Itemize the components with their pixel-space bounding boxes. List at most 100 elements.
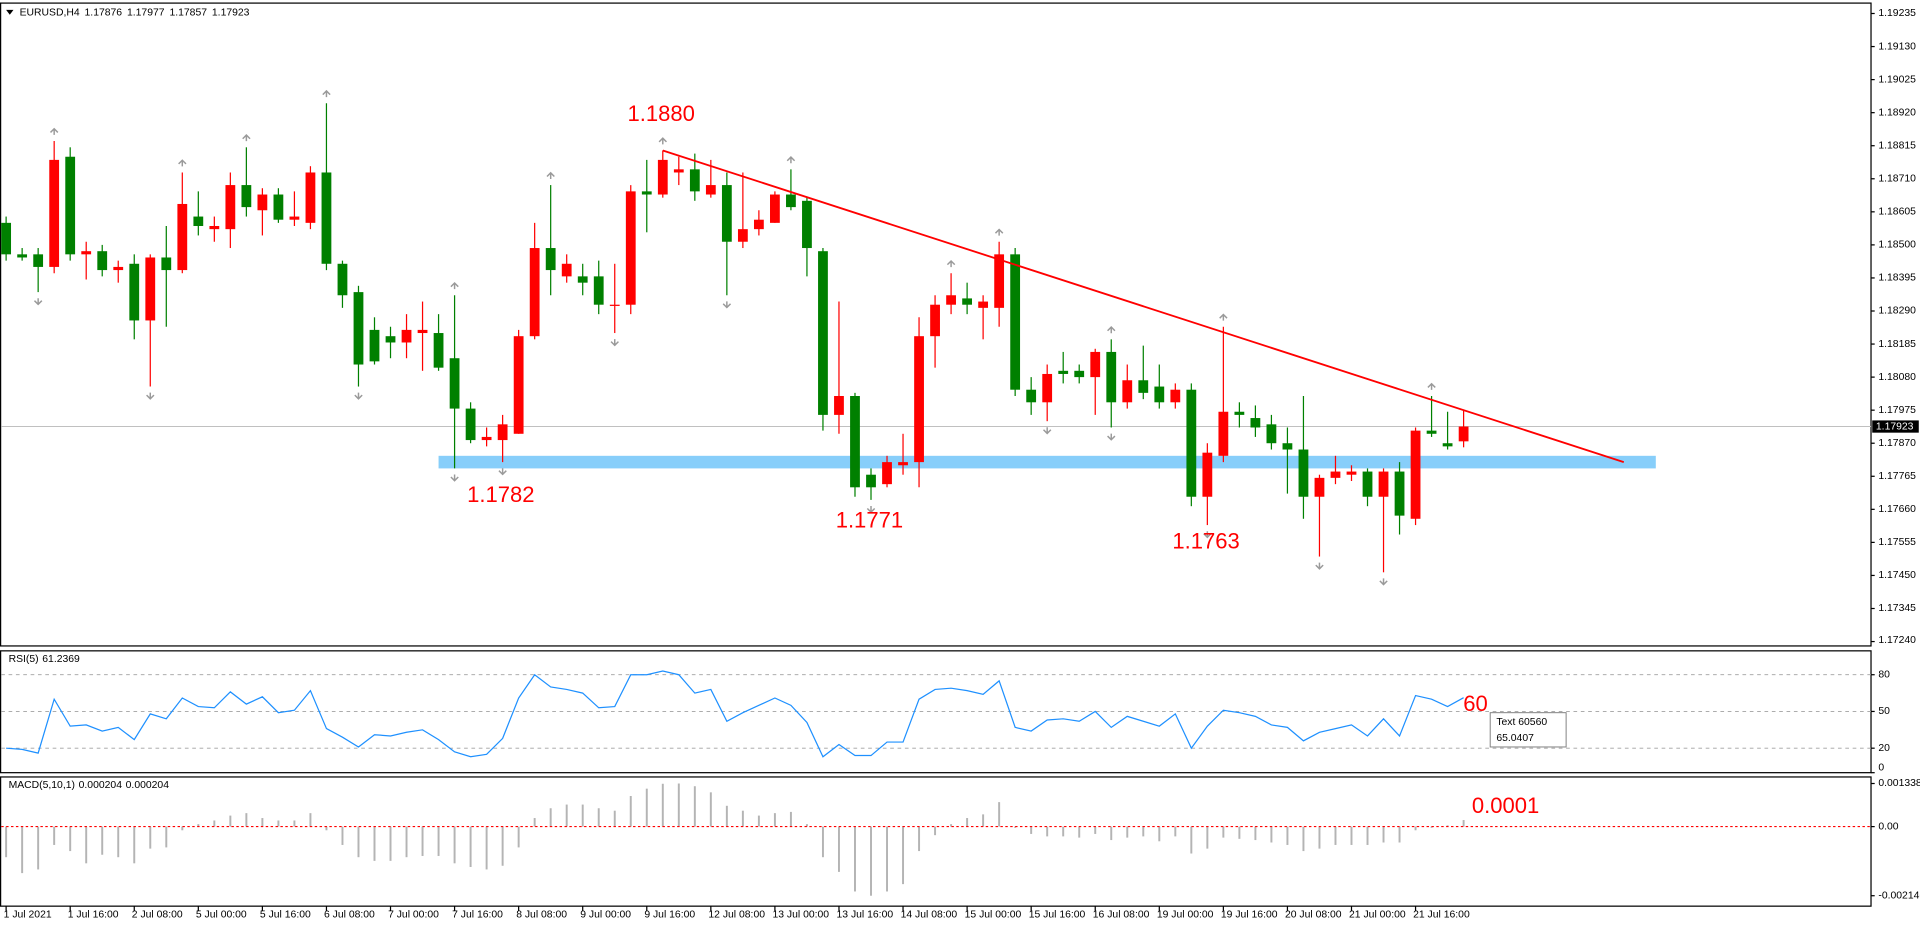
x-tick-label: 16 Jul 08:00 — [1093, 909, 1150, 920]
candle-body — [1202, 452, 1213, 497]
x-tick-label: 19 Jul 00:00 — [1157, 909, 1214, 920]
tooltip-value: 65.0407 — [1496, 733, 1534, 744]
x-tick-label: 7 Jul 16:00 — [452, 909, 503, 920]
x-tick-label: 2 Jul 08:00 — [132, 909, 183, 920]
candle-body — [994, 254, 1005, 308]
candle-body — [834, 396, 844, 415]
candle-body — [529, 248, 540, 337]
price-annotation: 1.1880 — [628, 101, 695, 126]
candle-body — [1106, 351, 1117, 403]
y-tick-label: 1.17450 — [1878, 570, 1916, 581]
candle-body — [1186, 389, 1197, 497]
candle-body — [81, 251, 92, 255]
candle-body — [257, 194, 268, 211]
candle-body — [1122, 380, 1133, 403]
y-tick-label: 1.18815 — [1878, 140, 1916, 151]
candle-body — [369, 329, 380, 362]
header-low: 1.17857 — [169, 7, 207, 18]
y-tick-label: 1.17660 — [1878, 504, 1916, 515]
candle-body — [273, 194, 284, 220]
chart-header: EURUSD,H4 1.17876 1.17977 1.17857 1.17923 — [20, 7, 250, 18]
candle-body — [33, 254, 44, 267]
candle-body — [609, 304, 620, 306]
x-tick-label: 9 Jul 00:00 — [580, 909, 631, 920]
fractal-down — [1315, 562, 1324, 570]
y-tick-label: 1.17555 — [1878, 537, 1916, 548]
x-tick-label: 8 Jul 08:00 — [516, 909, 567, 920]
y-tick-label: 1.18710 — [1878, 174, 1916, 185]
y-tick-label: 1.17870 — [1878, 438, 1916, 449]
candle-body — [657, 159, 668, 195]
y-tick-label: 1.17240 — [1878, 635, 1916, 646]
indicator-signal: 0.000204 — [126, 780, 170, 791]
trendline — [662, 149, 1625, 463]
fractal-up — [242, 134, 251, 142]
fractal-down — [722, 301, 732, 309]
candle-body — [914, 336, 924, 463]
fractal-up — [786, 156, 796, 164]
x-tick-label: 20 Jul 08:00 — [1285, 909, 1342, 920]
symbol: EURUSD,H4 — [20, 7, 80, 18]
candle-body — [401, 329, 412, 343]
candle-body — [1410, 430, 1421, 519]
fractal-up — [546, 171, 555, 179]
fractal-down — [33, 298, 43, 306]
candle-body — [145, 257, 156, 321]
candle-body — [497, 424, 508, 441]
candle-body — [65, 156, 76, 255]
candle-body — [818, 251, 828, 415]
rsi-annotation: 60 — [1463, 691, 1488, 716]
candle-body — [49, 159, 60, 267]
x-tick-label: 13 Jul 16:00 — [837, 909, 894, 920]
x-tick-label: 19 Jul 16:00 — [1221, 909, 1278, 920]
fractal-down — [498, 468, 507, 476]
candle-body — [1282, 443, 1293, 450]
candle-body — [946, 295, 956, 305]
fractal-up — [322, 89, 331, 98]
candle-body — [850, 396, 860, 488]
y-tick-label: 1.18605 — [1878, 207, 1916, 218]
candle-body — [161, 257, 172, 271]
candle-body — [641, 191, 652, 195]
candle-body — [129, 263, 140, 321]
candle-body — [209, 225, 220, 230]
candle-body — [1, 222, 12, 255]
y-tick-label: 50 — [1878, 706, 1890, 717]
y-tick-label: 1.18920 — [1878, 107, 1916, 118]
price-annotation: 1.1771 — [836, 507, 903, 532]
candle-body — [321, 172, 332, 264]
fractal-up — [658, 137, 667, 145]
candle-body — [705, 185, 716, 195]
y-tick-label: 1.19025 — [1878, 74, 1916, 85]
candle-body — [737, 229, 748, 242]
candle-body — [978, 301, 989, 308]
fractal-up — [946, 259, 956, 268]
candle-body — [1266, 424, 1277, 444]
candle-body — [305, 172, 316, 223]
candle-body — [1314, 477, 1325, 497]
indicator-name: MACD(5,10,1) — [9, 780, 75, 791]
candle-body — [513, 336, 524, 434]
x-tick-label: 7 Jul 00:00 — [388, 909, 439, 920]
price-label: 1.17923 — [1876, 421, 1914, 432]
menu-arrow — [6, 9, 14, 15]
x-tick-label: 21 Jul 00:00 — [1349, 909, 1406, 920]
candle-body — [1234, 411, 1245, 415]
y-tick-label: 1.18500 — [1878, 240, 1916, 251]
header-high: 1.17977 — [127, 7, 165, 18]
candle-body — [1250, 418, 1261, 428]
header-close: 1.17923 — [212, 7, 250, 18]
macd-annotation: 0.0001 — [1472, 793, 1539, 818]
candle-body — [561, 263, 572, 277]
candle-body — [1154, 386, 1165, 403]
candle-body — [753, 219, 764, 230]
indicator-name: RSI(5) — [9, 654, 39, 665]
indicator-value: 61.2369 — [42, 654, 80, 665]
fractal-down — [1379, 578, 1388, 586]
fractal-down — [450, 474, 459, 482]
y-tick-label: 1.18185 — [1878, 339, 1916, 350]
fractal-down — [1042, 427, 1052, 435]
candle-body — [177, 203, 188, 271]
